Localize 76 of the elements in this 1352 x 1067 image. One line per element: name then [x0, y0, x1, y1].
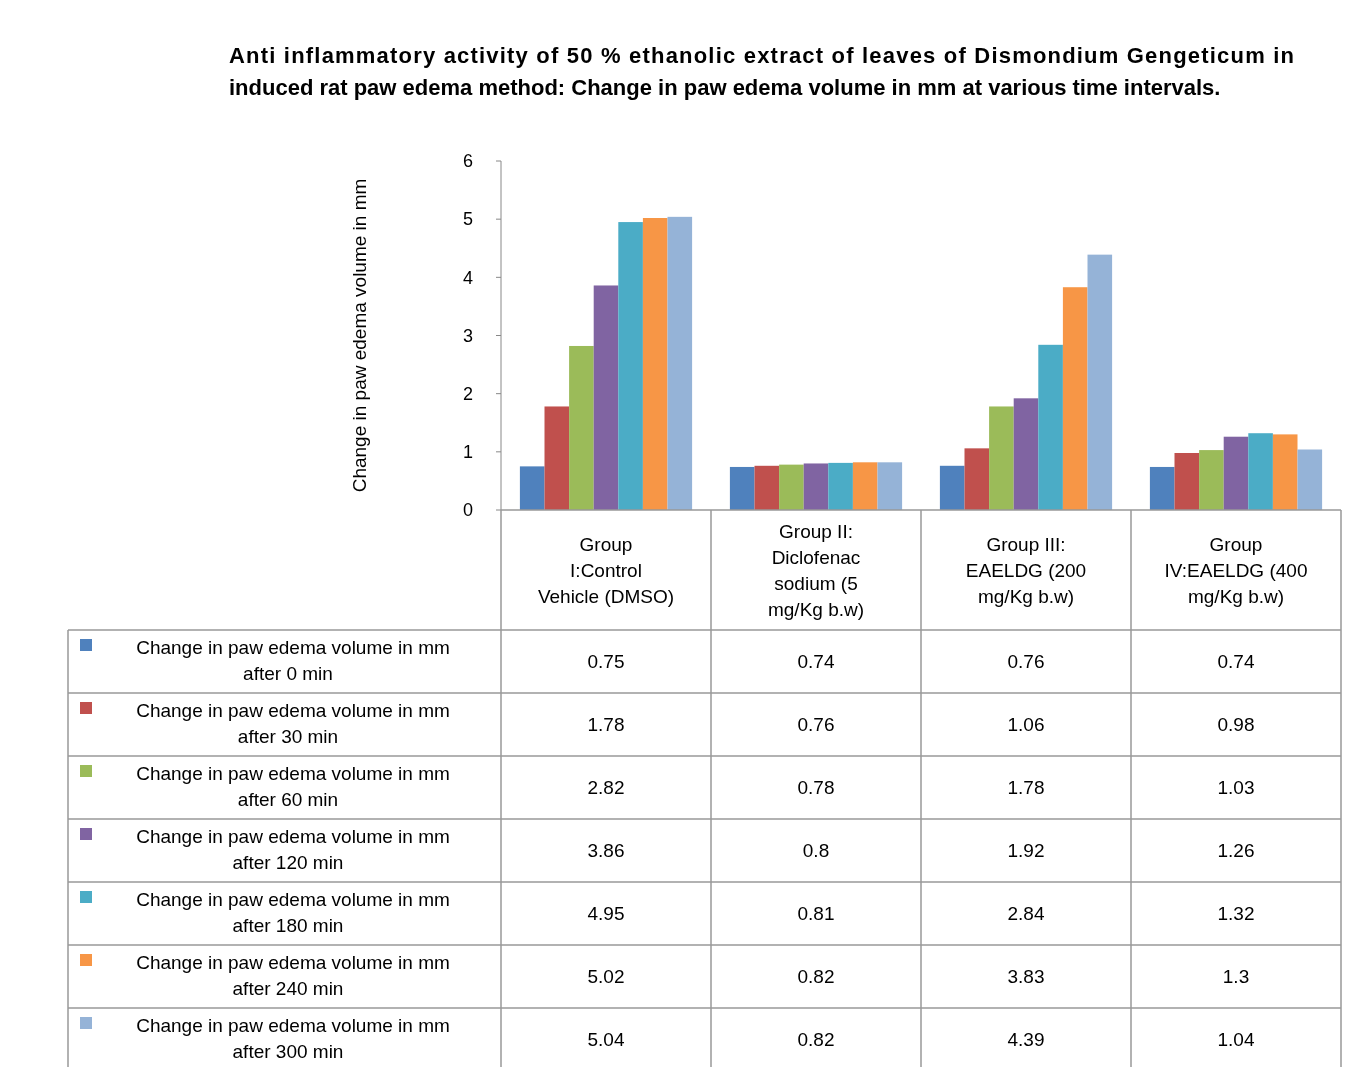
y-tick-label: 5 — [462, 209, 473, 230]
bar — [642, 218, 668, 510]
bar — [877, 462, 903, 510]
bar — [1062, 287, 1088, 510]
legend-label: Change in paw edema volume in mm after 120 min — [136, 825, 450, 873]
data-label: 2.82 — [587, 777, 625, 799]
bar — [1272, 434, 1298, 510]
bar — [852, 462, 878, 510]
data-label: 1.78 — [1007, 777, 1045, 799]
bar — [939, 465, 965, 510]
y-tick-label: 2 — [462, 383, 473, 404]
data-label: 0.82 — [797, 966, 835, 988]
x-tick-label: Group IV:EAELDG (400 mg/Kg b.w) — [1164, 533, 1308, 607]
bar — [1223, 436, 1249, 510]
y-tick-label: 4 — [462, 267, 473, 288]
data-label: 0.74 — [797, 651, 835, 673]
data-label: 0.76 — [1007, 651, 1045, 673]
data-label: 1.06 — [1007, 714, 1045, 736]
data-label: 1.92 — [1007, 840, 1045, 862]
data-label: 1.78 — [587, 714, 625, 736]
data-label: 2.84 — [1007, 903, 1045, 925]
data-label: 4.39 — [1007, 1029, 1045, 1051]
bar — [1013, 398, 1039, 510]
bar — [828, 462, 853, 510]
bar — [964, 448, 990, 510]
bar — [1174, 453, 1200, 510]
bar — [618, 222, 643, 510]
data-label: 3.86 — [587, 840, 625, 862]
data-label: 1.3 — [1222, 966, 1250, 988]
bar — [1297, 449, 1323, 510]
y-tick-label: 1 — [462, 442, 473, 463]
data-label: 0.78 — [797, 777, 835, 799]
bar — [1038, 344, 1063, 510]
data-label: 1.32 — [1217, 903, 1255, 925]
bar — [1248, 433, 1273, 510]
data-label: 1.03 — [1217, 777, 1255, 799]
data-label: 0.74 — [1217, 651, 1255, 673]
data-label: 1.26 — [1217, 840, 1255, 862]
bar — [754, 465, 780, 510]
data-label: 5.04 — [587, 1029, 625, 1051]
bar — [667, 216, 693, 510]
data-label: 0.98 — [1217, 714, 1255, 736]
data-label: 0.81 — [797, 903, 835, 925]
bar — [1087, 254, 1113, 510]
bar — [569, 345, 594, 510]
y-tick-label: 3 — [462, 325, 473, 346]
bar — [779, 464, 804, 510]
legend-label: Change in paw edema volume in mm after 60 min — [136, 762, 450, 810]
data-label: 4.95 — [587, 903, 625, 925]
data-label: 0.8 — [802, 840, 830, 862]
bar — [1149, 466, 1175, 510]
bar — [989, 406, 1014, 510]
legend-label: Change in paw edema volume in mm after 0 min — [136, 636, 450, 684]
bar — [544, 406, 570, 510]
x-tick-label: Group I:Control Vehicle (DMSO) — [537, 533, 675, 607]
data-label: 0.75 — [587, 651, 625, 673]
legend-label: Change in paw edema volume in mm after 240 min — [136, 951, 450, 999]
bar — [729, 466, 755, 510]
data-label: 1.04 — [1217, 1029, 1255, 1051]
y-axis-title: Change in paw edema volume in mm — [349, 178, 370, 493]
legend-label: Change in paw edema volume in mm after 30 min — [136, 699, 450, 747]
chart-title: Anti inflammatory activity of 50 % ethanolic extract of leaves of Dismondium Gengeticum in induced rat paw edema method: Change in paw edema volume in mm at various time intervals. — [229, 43, 1294, 100]
bar — [803, 463, 829, 510]
data-label: 0.76 — [797, 714, 835, 736]
legend-label: Change in paw edema volume in mm after 300 min — [136, 1014, 450, 1062]
bar — [593, 285, 619, 510]
data-label: 3.83 — [1007, 966, 1045, 988]
legend-label: Change in paw edema volume in mm after 180 min — [136, 888, 450, 936]
bar — [1199, 450, 1224, 510]
x-tick-label: Group II: Diclofenac sodium (5 mg/Kg b.w) — [767, 520, 865, 620]
bar — [519, 466, 545, 510]
data-label: 5.02 — [587, 966, 625, 988]
y-tick-label: 0 — [462, 500, 473, 521]
y-tick-label: 6 — [462, 151, 473, 172]
data-label: 0.82 — [797, 1029, 835, 1051]
x-tick-label: Group III: EAELDG (200 mg/Kg b.w) — [965, 533, 1087, 607]
